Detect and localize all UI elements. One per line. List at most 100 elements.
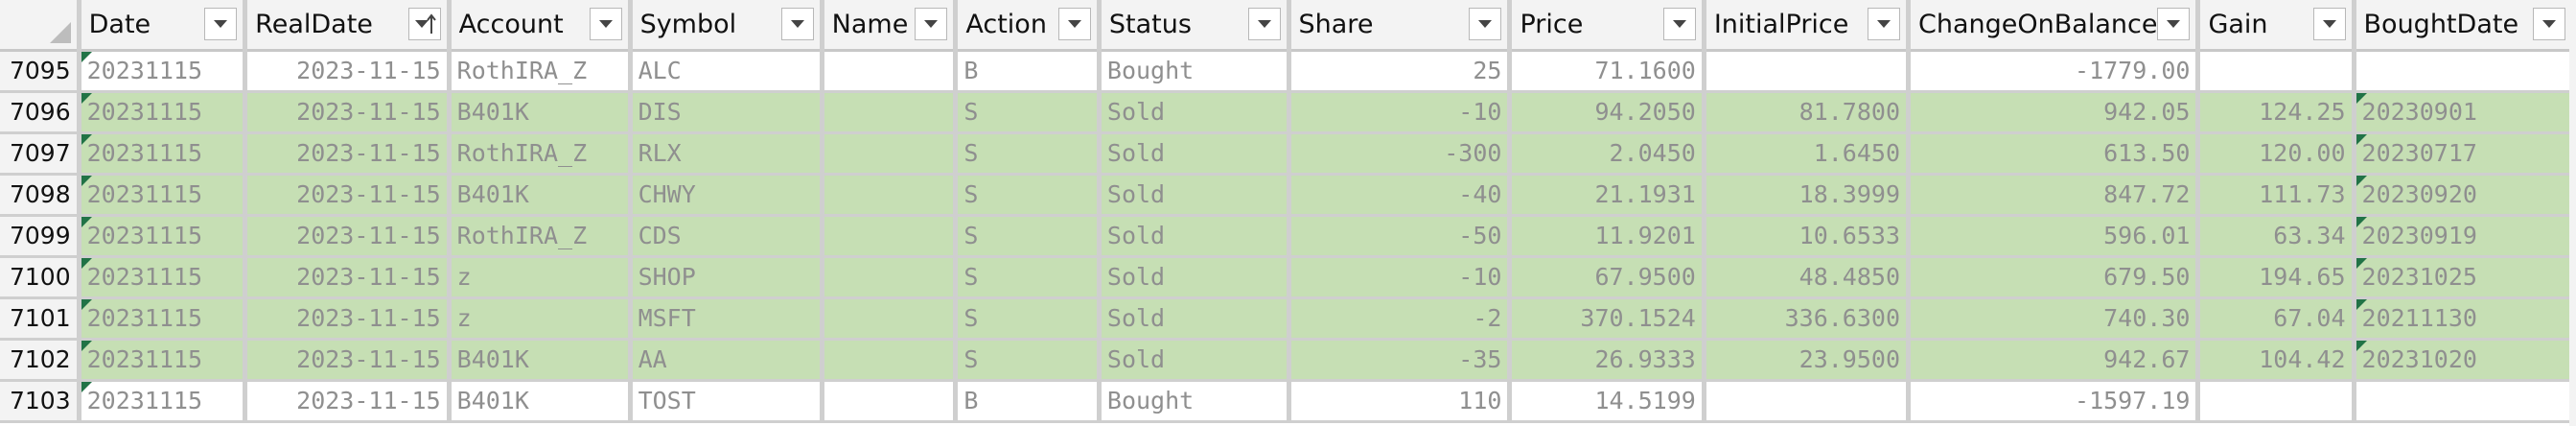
cell-symbol[interactable]: ALC — [630, 50, 824, 93]
cell-name[interactable] — [822, 50, 959, 93]
cell-boughtdate[interactable]: 20231025 — [2354, 256, 2576, 299]
cell-realdate[interactable]: 2023-11-15 — [244, 132, 452, 176]
cell-price[interactable]: 21.1931 — [1509, 174, 1706, 217]
column-header-price[interactable]: Price — [1509, 0, 1706, 52]
cell-account[interactable]: B401K — [449, 174, 633, 217]
cell-price[interactable]: 14.5199 — [1509, 380, 1706, 423]
cell-action[interactable]: S — [955, 174, 1102, 217]
row-number[interactable]: 7100 — [0, 256, 81, 299]
filter-dropdown-button[interactable] — [1662, 8, 1696, 41]
cell-boughtdate[interactable]: 20230920 — [2354, 174, 2576, 217]
column-header-date[interactable]: Date — [79, 0, 248, 52]
cell-action[interactable]: S — [955, 339, 1102, 382]
cell-action[interactable]: S — [955, 297, 1102, 341]
cell-action[interactable]: S — [955, 215, 1102, 258]
cell-status[interactable]: Sold — [1099, 174, 1291, 217]
cell-date[interactable]: 20231115 — [79, 339, 248, 382]
cell-symbol[interactable]: DIS — [630, 91, 824, 134]
cell-realdate[interactable]: 2023-11-15 — [244, 50, 452, 93]
cell-price[interactable]: 94.2050 — [1509, 91, 1706, 134]
cell-date[interactable]: 20231115 — [79, 174, 248, 217]
cell-price[interactable]: 26.9333 — [1509, 339, 1706, 382]
filter-dropdown-button[interactable] — [780, 8, 814, 41]
cell-initialprice[interactable]: 23.9500 — [1704, 339, 1912, 382]
filter-dropdown-button[interactable] — [2533, 8, 2565, 41]
cell-symbol[interactable]: RLX — [630, 132, 824, 176]
cell-gain[interactable]: 120.00 — [2197, 132, 2356, 176]
column-header-status[interactable]: Status — [1099, 0, 1291, 52]
filter-dropdown-button[interactable] — [2312, 8, 2346, 41]
cell-price[interactable]: 67.9500 — [1509, 256, 1706, 299]
cell-changeonbalance[interactable]: 613.50 — [1908, 132, 2201, 176]
filter-dropdown-button[interactable] — [1057, 8, 1091, 41]
cell-changeonbalance[interactable]: -1779.00 — [1908, 50, 2201, 93]
cell-status[interactable]: Sold — [1099, 91, 1291, 134]
cell-date[interactable]: 20231115 — [79, 50, 248, 93]
column-header-changeonbalance[interactable]: ChangeOnBalance — [1908, 0, 2201, 52]
cell-status[interactable]: Sold — [1099, 132, 1291, 176]
column-header-initialprice[interactable]: InitialPrice — [1704, 0, 1912, 52]
cell-realdate[interactable]: 2023-11-15 — [244, 256, 452, 299]
cell-realdate[interactable]: 2023-11-15 — [244, 91, 452, 134]
cell-symbol[interactable]: CDS — [630, 215, 824, 258]
cell-initialprice[interactable]: 10.6533 — [1704, 215, 1912, 258]
cell-date[interactable]: 20231115 — [79, 256, 248, 299]
cell-share[interactable]: -10 — [1288, 91, 1513, 134]
filter-dropdown-button[interactable] — [589, 8, 622, 41]
column-header-realdate[interactable]: RealDate — [244, 0, 452, 52]
cell-account[interactable]: B401K — [449, 380, 633, 423]
cell-status[interactable]: Sold — [1099, 256, 1291, 299]
cell-status[interactable]: Bought — [1099, 380, 1291, 423]
cell-realdate[interactable]: 2023-11-15 — [244, 297, 452, 341]
column-header-name[interactable]: Name — [822, 0, 959, 52]
cell-gain[interactable]: 63.34 — [2197, 215, 2356, 258]
cell-share[interactable]: -40 — [1288, 174, 1513, 217]
cell-price[interactable]: 11.9201 — [1509, 215, 1706, 258]
cell-initialprice[interactable] — [1704, 380, 1912, 423]
cell-gain[interactable]: 67.04 — [2197, 297, 2356, 341]
column-header-action[interactable]: Action — [955, 0, 1102, 52]
cell-name[interactable] — [822, 215, 959, 258]
cell-realdate[interactable]: 2023-11-15 — [244, 174, 452, 217]
cell-share[interactable]: -35 — [1288, 339, 1513, 382]
cell-date[interactable]: 20231115 — [79, 380, 248, 423]
cell-status[interactable]: Bought — [1099, 50, 1291, 93]
cell-initialprice[interactable]: 1.6450 — [1704, 132, 1912, 176]
row-number[interactable]: 7103 — [0, 380, 81, 423]
cell-date[interactable]: 20231115 — [79, 132, 248, 176]
cell-boughtdate[interactable] — [2354, 50, 2576, 93]
cell-changeonbalance[interactable]: 740.30 — [1908, 297, 2201, 341]
cell-date[interactable]: 20231115 — [79, 91, 248, 134]
cell-action[interactable]: S — [955, 91, 1102, 134]
cell-boughtdate[interactable]: 20230919 — [2354, 215, 2576, 258]
cell-share[interactable]: -10 — [1288, 256, 1513, 299]
cell-action[interactable]: B — [955, 50, 1102, 93]
cell-realdate[interactable]: 2023-11-15 — [244, 339, 452, 382]
cell-boughtdate[interactable]: 20230901 — [2354, 91, 2576, 134]
cell-initialprice[interactable] — [1704, 50, 1912, 93]
cell-boughtdate[interactable]: 20231020 — [2354, 339, 2576, 382]
filter-dropdown-button[interactable] — [1247, 8, 1281, 41]
cell-boughtdate[interactable]: 20230717 — [2354, 132, 2576, 176]
cell-share[interactable]: -2 — [1288, 297, 1513, 341]
cell-gain[interactable]: 104.42 — [2197, 339, 2356, 382]
cell-initialprice[interactable]: 48.4850 — [1704, 256, 1912, 299]
cell-action[interactable]: B — [955, 380, 1102, 423]
cell-initialprice[interactable]: 18.3999 — [1704, 174, 1912, 217]
cell-status[interactable]: Sold — [1099, 215, 1291, 258]
cell-name[interactable] — [822, 174, 959, 217]
column-header-gain[interactable]: Gain — [2197, 0, 2356, 52]
cell-account[interactable]: RothIRA_Z — [449, 132, 633, 176]
cell-share[interactable]: -300 — [1288, 132, 1513, 176]
cell-gain[interactable]: 124.25 — [2197, 91, 2356, 134]
filter-dropdown-button[interactable] — [915, 8, 948, 41]
cell-boughtdate[interactable]: 20211130 — [2354, 297, 2576, 341]
column-header-share[interactable]: Share — [1288, 0, 1513, 52]
row-number[interactable]: 7099 — [0, 215, 81, 258]
cell-changeonbalance[interactable]: 847.72 — [1908, 174, 2201, 217]
cell-realdate[interactable]: 2023-11-15 — [244, 215, 452, 258]
cell-name[interactable] — [822, 91, 959, 134]
cell-symbol[interactable]: AA — [630, 339, 824, 382]
row-number[interactable]: 7098 — [0, 174, 81, 217]
column-header-boughtdate[interactable]: BoughtDate — [2354, 0, 2576, 52]
